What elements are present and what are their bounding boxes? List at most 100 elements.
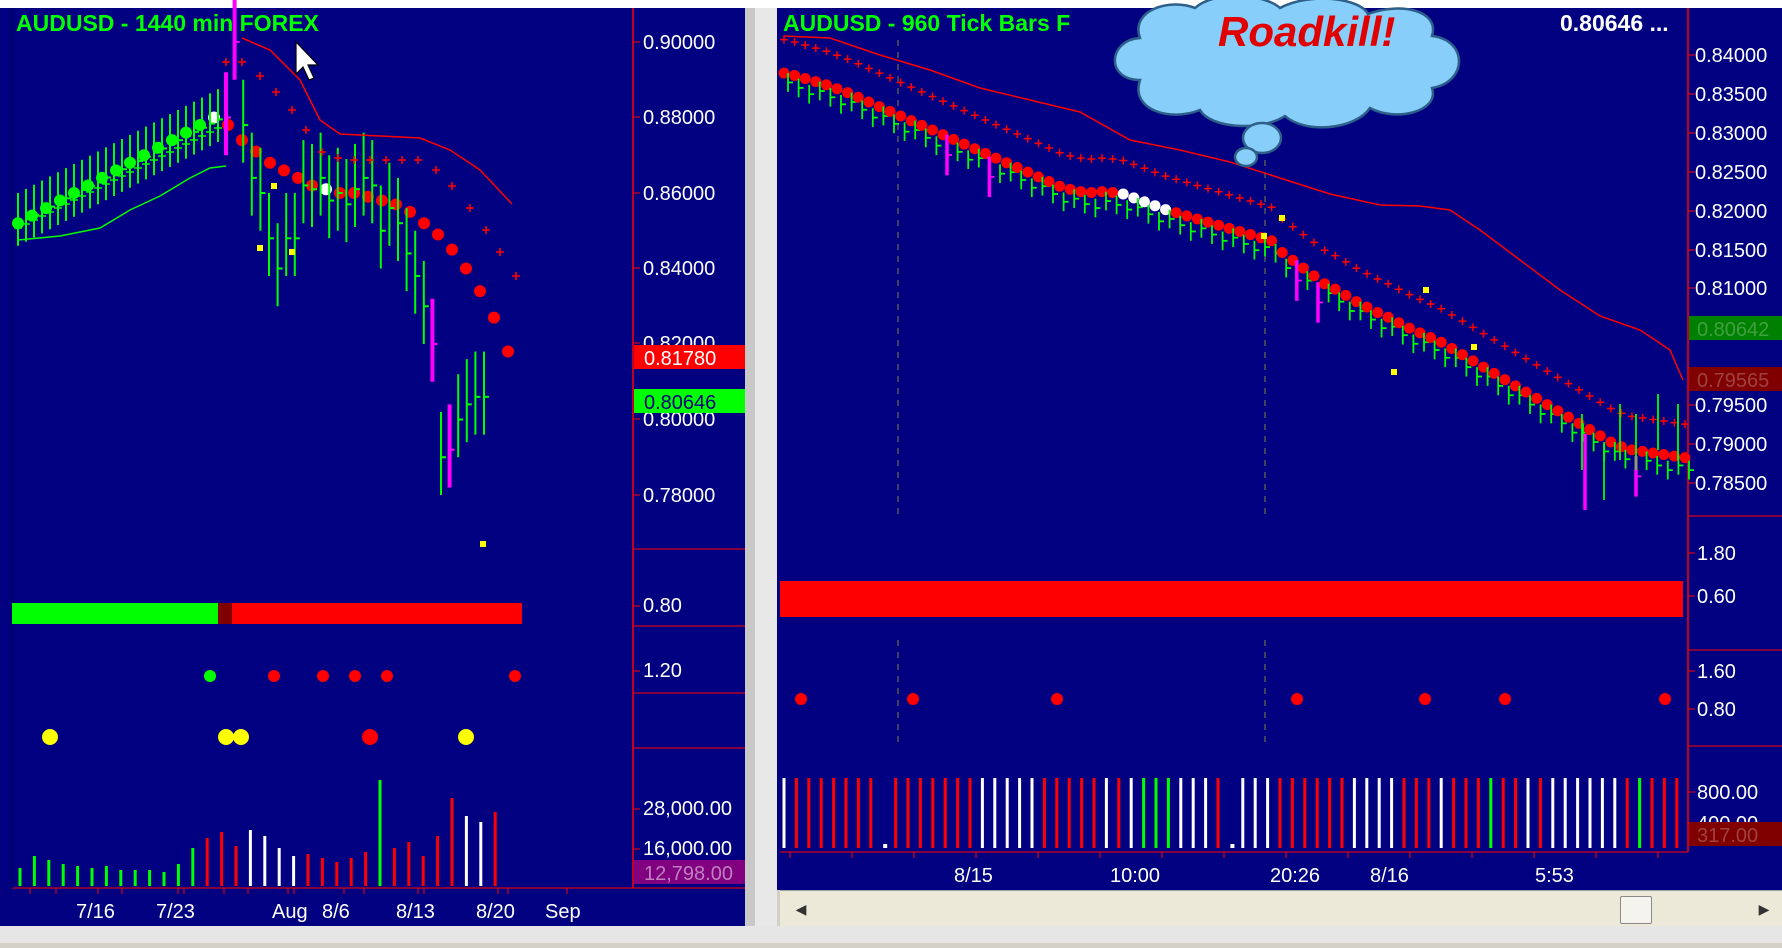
scroll-left-arrow-icon[interactable]: ◀ — [795, 901, 807, 917]
right-sar-dot — [1149, 200, 1161, 212]
right-band-plus — [1384, 279, 1393, 288]
left-band-plus-green — [214, 124, 222, 132]
left-price-tick-label: 0.88000 — [643, 107, 715, 129]
right-sar-dot — [1488, 367, 1500, 379]
right-band-plus — [780, 35, 788, 44]
right-chart-marks: 0.84000 0.83500 0.83000 0.82500 0.82000 0.815… — [778, 35, 1767, 887]
right-price-tick-label: 0.81500 — [1695, 240, 1767, 262]
left-band-plus-green — [38, 212, 46, 220]
left-sar-dot — [460, 262, 472, 275]
left-sar-dot — [488, 311, 500, 324]
right-sar-dot — [1297, 262, 1309, 274]
right-band-plus — [1416, 295, 1424, 304]
right-volume-badge — [1689, 822, 1782, 846]
right-ind-dot — [1499, 693, 1511, 705]
horizontal-scrollbar[interactable]: ◀ ▶ — [780, 890, 1782, 927]
right-band-plus — [801, 41, 810, 50]
right-band-plus — [917, 87, 926, 96]
right-band-plus — [1532, 360, 1541, 369]
right-sar-dot — [1032, 171, 1044, 183]
right-date-label: 20:26 — [1270, 865, 1320, 887]
right-band-plus — [1257, 200, 1265, 209]
right-band-plus — [1469, 323, 1477, 332]
right-band-plus — [1161, 172, 1170, 181]
left-date-label: Sep — [545, 901, 581, 923]
right-sar-dot — [990, 152, 1002, 164]
left-band-plus-green — [118, 172, 126, 180]
left-band-plus-green — [198, 132, 206, 140]
right-band-plus — [1458, 317, 1467, 326]
right-band-plus — [1681, 420, 1689, 429]
right-band-plus — [1352, 264, 1361, 273]
left-signal-marker — [271, 183, 277, 189]
status-bar — [0, 926, 1782, 943]
right-band-plus — [1172, 175, 1181, 184]
right-ind-dot — [1659, 693, 1671, 705]
panel-gap — [755, 8, 777, 928]
right-price-tick-label: 0.82000 — [1695, 201, 1767, 223]
right-band-plus — [1023, 134, 1032, 143]
left-volume-badge-text: 12,798.00 — [644, 863, 733, 885]
left-band-plus-green — [126, 168, 134, 176]
right-band-plus — [1267, 203, 1276, 212]
right-price-tick-label: 0.83000 — [1695, 123, 1767, 145]
right-sar-dot — [1266, 235, 1278, 247]
right-band-plus — [960, 106, 969, 115]
left-band-plus-green — [94, 184, 102, 192]
left-band-plus-green — [78, 192, 86, 200]
left-band-plus-green — [62, 200, 70, 208]
right-band-plus — [1034, 139, 1043, 148]
right-band-plus — [1341, 257, 1350, 266]
scroll-right-arrow-icon[interactable]: ▶ — [1758, 901, 1770, 917]
right-sar-dot — [1234, 225, 1246, 237]
left-sar-dot — [418, 217, 430, 230]
left-trend-bar-red — [232, 603, 522, 624]
right-sar-dot — [1393, 317, 1405, 329]
left-trend-bar-transition — [218, 603, 232, 624]
right-date-label: 5:53 — [1535, 865, 1574, 887]
right-sar-dot — [789, 69, 801, 81]
right-volume-dot — [883, 844, 888, 848]
right-sar-dot — [1350, 296, 1362, 308]
right-band-plus — [1288, 222, 1297, 231]
right-sar-dot — [1552, 405, 1564, 417]
left-chart-marks: 0.900000.880000.860000.840000.820000.800… — [12, 0, 732, 923]
left-band-plus — [334, 154, 342, 162]
right-band-plus — [1098, 154, 1106, 163]
left-signal-marker — [480, 541, 486, 547]
right-band-plus — [833, 51, 841, 60]
right-band-plus — [1214, 187, 1223, 196]
right-sar-dot — [1425, 332, 1437, 344]
right-price-badge-red — [1689, 367, 1782, 391]
panel-splitter[interactable] — [745, 8, 755, 928]
right-sar-dot — [1064, 183, 1076, 195]
right-band-plus — [1087, 154, 1096, 163]
right-sar-dot — [778, 67, 790, 79]
left-band-plus — [318, 148, 326, 156]
right-upper-envelope — [783, 35, 1684, 381]
right-sar-dot — [916, 119, 928, 131]
left-vol-tick-label: 28,000.00 — [643, 798, 732, 820]
right-sar-dot — [1075, 186, 1087, 198]
left-sar-dot — [362, 190, 374, 203]
left-band-plus-green — [70, 196, 78, 204]
scrollbar-thumb[interactable] — [1620, 896, 1652, 924]
left-vol-tick-label: 16,000.00 — [643, 838, 732, 860]
right-band-plus — [981, 115, 990, 124]
left-price-badge-red — [634, 345, 745, 369]
right-band-plus — [1151, 168, 1159, 177]
right-sar-dot — [1181, 210, 1193, 222]
right-trend-bar-red — [780, 581, 1683, 617]
left-price-tick-label: 0.80000 — [643, 409, 715, 431]
right-sar-dot — [820, 79, 832, 91]
left-band-plus-green — [102, 180, 110, 188]
left-ind1-label: 0.80 — [643, 595, 682, 617]
left-ind2-label: 1.20 — [643, 660, 682, 682]
left-band-plus — [398, 156, 406, 164]
right-band-plus — [1500, 342, 1509, 351]
right-ind2-tick-label: 1.60 — [1697, 661, 1736, 683]
left-band-plus — [496, 248, 504, 256]
left-lower-envelope — [17, 165, 227, 241]
right-band-plus — [896, 78, 905, 87]
